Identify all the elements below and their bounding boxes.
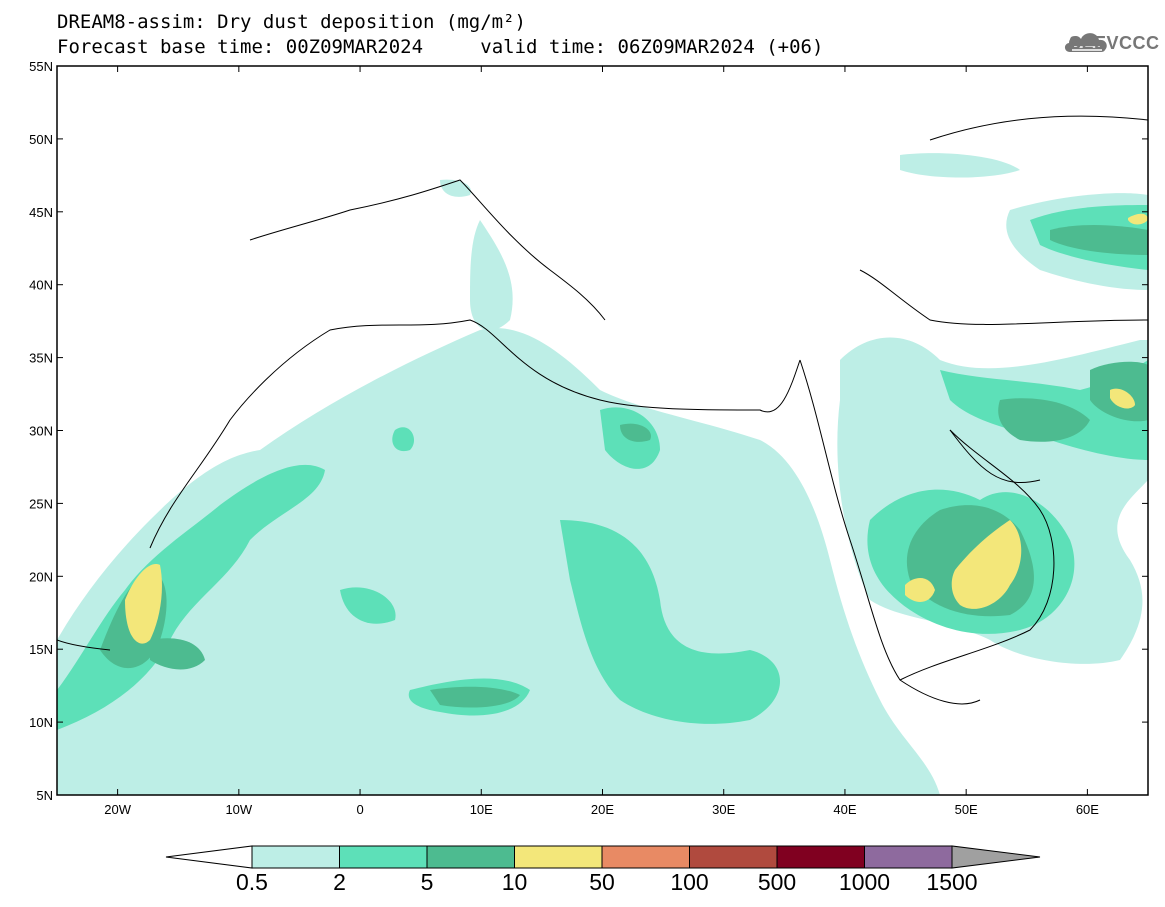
colorbar-segment — [601, 845, 690, 869]
lon-label: 40E — [833, 802, 856, 817]
colorbar-label: 5 — [421, 869, 434, 895]
cloud-icon — [1064, 33, 1107, 52]
lat-label: 45N — [29, 205, 53, 220]
lat-label: 35N — [29, 351, 53, 366]
colorbar-segment — [689, 845, 778, 869]
colorbar-label: 1500 — [926, 869, 977, 895]
colorbar-segment — [426, 845, 515, 869]
base-time: Forecast base time: 00Z09MAR2024 — [57, 36, 424, 58]
lat-label: 30N — [29, 424, 53, 439]
colorbar-label: 2 — [333, 869, 346, 895]
longitude-axis: 20W 10W 0 10E 20E 30E 40E 50E 60E — [104, 66, 1099, 817]
lat-label: 15N — [29, 642, 53, 657]
lon-label: 50E — [955, 802, 978, 817]
valid-time: valid time: 06Z09MAR2024 (+06) — [480, 36, 824, 58]
lon-label: 10W — [225, 802, 252, 817]
colorbar-label: 500 — [758, 869, 796, 895]
colorbar-segment — [864, 845, 953, 869]
dust-fields — [57, 153, 1148, 795]
lon-label: 10E — [470, 802, 493, 817]
lat-label: 25N — [29, 496, 53, 511]
lon-label: 0 — [356, 802, 363, 817]
lat-label: 10N — [29, 715, 53, 730]
lon-label: 20W — [104, 802, 131, 817]
colorbar-segment — [339, 845, 428, 869]
lon-label: 20E — [591, 802, 614, 817]
colorbar-segment — [776, 845, 865, 869]
lat-label: 40N — [29, 278, 53, 293]
coastlines — [57, 115, 1148, 705]
lat-label: 55N — [29, 59, 53, 74]
colorbar-segment — [514, 845, 603, 869]
colorbar-over-arrow — [951, 845, 1041, 869]
colorbar-label: 50 — [589, 869, 615, 895]
colorbar: 0.5 2 5 10 50 100 500 1000 1500 — [165, 845, 1041, 895]
colorbar-label: 10 — [502, 869, 528, 895]
lat-label: 20N — [29, 569, 53, 584]
latitude-axis: 55N 50N 45N 40N 35N 30N 25N 20N 15N 10N 5N — [29, 59, 1148, 803]
colorbar-under-arrow — [165, 845, 253, 869]
map-title: DREAM8-assim: Dry dust deposition (mg/m²… — [57, 11, 526, 33]
map-subtitle: Forecast base time: 00Z09MAR2024 valid t… — [57, 37, 823, 57]
lat-label: 5N — [36, 788, 53, 803]
colorbar-segment — [251, 845, 340, 869]
seevccc-logo-text: SEEVCCC — [1069, 33, 1160, 53]
colorbar-label: 0.5 — [236, 869, 268, 895]
colorbar-label: 100 — [670, 869, 708, 895]
colorbar-label: 1000 — [839, 869, 890, 895]
lon-label: 60E — [1076, 802, 1099, 817]
lon-label: 30E — [712, 802, 735, 817]
lat-label: 50N — [29, 132, 53, 147]
deposition-10-50 — [125, 213, 1148, 644]
